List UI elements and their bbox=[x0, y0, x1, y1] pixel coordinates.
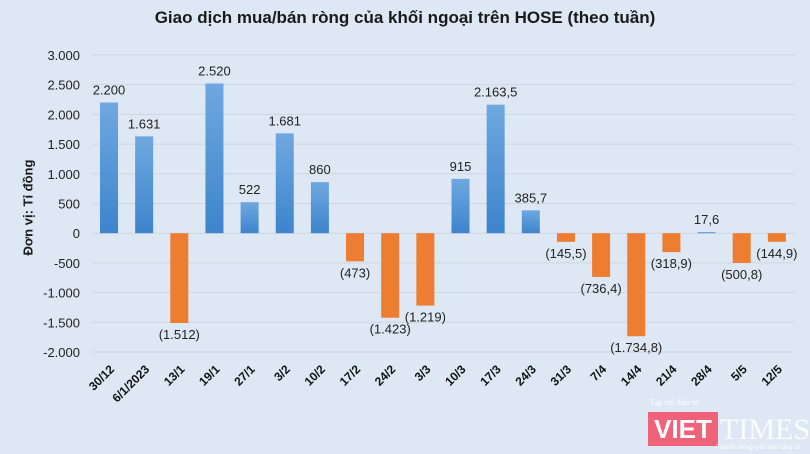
y-tick-label: -500 bbox=[54, 256, 80, 271]
x-tick-label: 27/1 bbox=[231, 362, 258, 389]
x-tick-label: 7/4 bbox=[588, 362, 610, 384]
x-tick-label: 17/3 bbox=[477, 362, 504, 389]
data-label: (500,8) bbox=[721, 267, 762, 282]
chart-title: Giao dịch mua/bán ròng của khối ngoại tr… bbox=[154, 8, 656, 27]
bar bbox=[662, 233, 681, 253]
x-tick-label: 28/4 bbox=[688, 362, 715, 389]
y-tick-label: 0 bbox=[73, 226, 80, 241]
bar bbox=[275, 133, 294, 234]
x-tick-label: 10/2 bbox=[302, 362, 329, 389]
x-tick-label: 24/3 bbox=[513, 362, 540, 389]
x-tick-label: 13/1 bbox=[161, 362, 188, 389]
data-label: (144,9) bbox=[756, 246, 797, 261]
bar bbox=[556, 233, 575, 242]
bar bbox=[135, 136, 154, 234]
bar bbox=[100, 102, 118, 234]
bar bbox=[205, 83, 224, 234]
data-label: (145,5) bbox=[545, 246, 586, 261]
x-tick-label: 31/3 bbox=[548, 362, 575, 389]
x-tick-label: 30/12 bbox=[86, 362, 117, 393]
viettimes-logo: Tạp chí điện tử VIET TIMES Truyền thông … bbox=[648, 398, 810, 451]
x-tick-label: 6/1/2023 bbox=[109, 362, 152, 405]
bar bbox=[240, 202, 259, 234]
data-label: 915 bbox=[450, 159, 472, 174]
y-tick-label: 3.000 bbox=[47, 48, 80, 63]
y-tick-label: 2.500 bbox=[47, 78, 80, 93]
x-tick-label: 10/3 bbox=[442, 362, 469, 389]
y-tick-label: -1.000 bbox=[43, 286, 80, 301]
data-label: 860 bbox=[309, 162, 331, 177]
x-tick-label: 21/4 bbox=[653, 362, 680, 389]
data-label: (473) bbox=[340, 265, 370, 280]
bar bbox=[592, 233, 611, 277]
bar bbox=[170, 233, 189, 324]
x-tick-label: 3/3 bbox=[412, 362, 434, 384]
bar bbox=[346, 233, 365, 262]
y-tick-label: -1.500 bbox=[43, 315, 80, 330]
bar bbox=[381, 233, 400, 318]
x-tick-label: 14/4 bbox=[618, 362, 645, 389]
data-label: 1.681 bbox=[268, 113, 301, 128]
x-tick-label: 19/1 bbox=[196, 362, 223, 389]
bar bbox=[451, 178, 470, 234]
bar bbox=[521, 210, 540, 234]
bar bbox=[732, 233, 751, 263]
data-label: 17,6 bbox=[694, 212, 719, 227]
bar bbox=[310, 182, 329, 234]
y-tick-label: -2.000 bbox=[43, 345, 80, 360]
data-label: (1.219) bbox=[405, 310, 446, 325]
data-label: (1.734,8) bbox=[610, 340, 662, 355]
x-tick-label: 24/2 bbox=[372, 362, 399, 389]
bar bbox=[627, 233, 646, 337]
data-label: 2.520 bbox=[198, 64, 231, 79]
y-tick-label: 2.000 bbox=[47, 107, 80, 122]
bar bbox=[697, 232, 716, 234]
data-label: (318,9) bbox=[651, 256, 692, 271]
bar bbox=[767, 233, 786, 242]
x-tick-label: 3/2 bbox=[271, 362, 293, 384]
y-tick-label: 1.000 bbox=[47, 167, 80, 182]
x-tick-label: 17/2 bbox=[337, 362, 364, 389]
data-label: (736,4) bbox=[580, 281, 621, 296]
data-label: (1.423) bbox=[370, 322, 411, 337]
bar bbox=[416, 233, 435, 306]
data-label: 385,7 bbox=[515, 190, 548, 205]
x-tick-label: 12/5 bbox=[759, 362, 786, 389]
data-label: 522 bbox=[239, 182, 261, 197]
data-label: 1.631 bbox=[128, 116, 161, 131]
y-tick-label: 1.500 bbox=[47, 137, 80, 152]
data-label: 2.163,5 bbox=[474, 85, 517, 100]
bar bbox=[486, 104, 505, 234]
data-label: (1.512) bbox=[159, 327, 200, 342]
y-tick-label: 500 bbox=[58, 197, 80, 212]
x-tick-label: 5/5 bbox=[728, 362, 750, 384]
data-label: 2.200 bbox=[93, 83, 126, 98]
